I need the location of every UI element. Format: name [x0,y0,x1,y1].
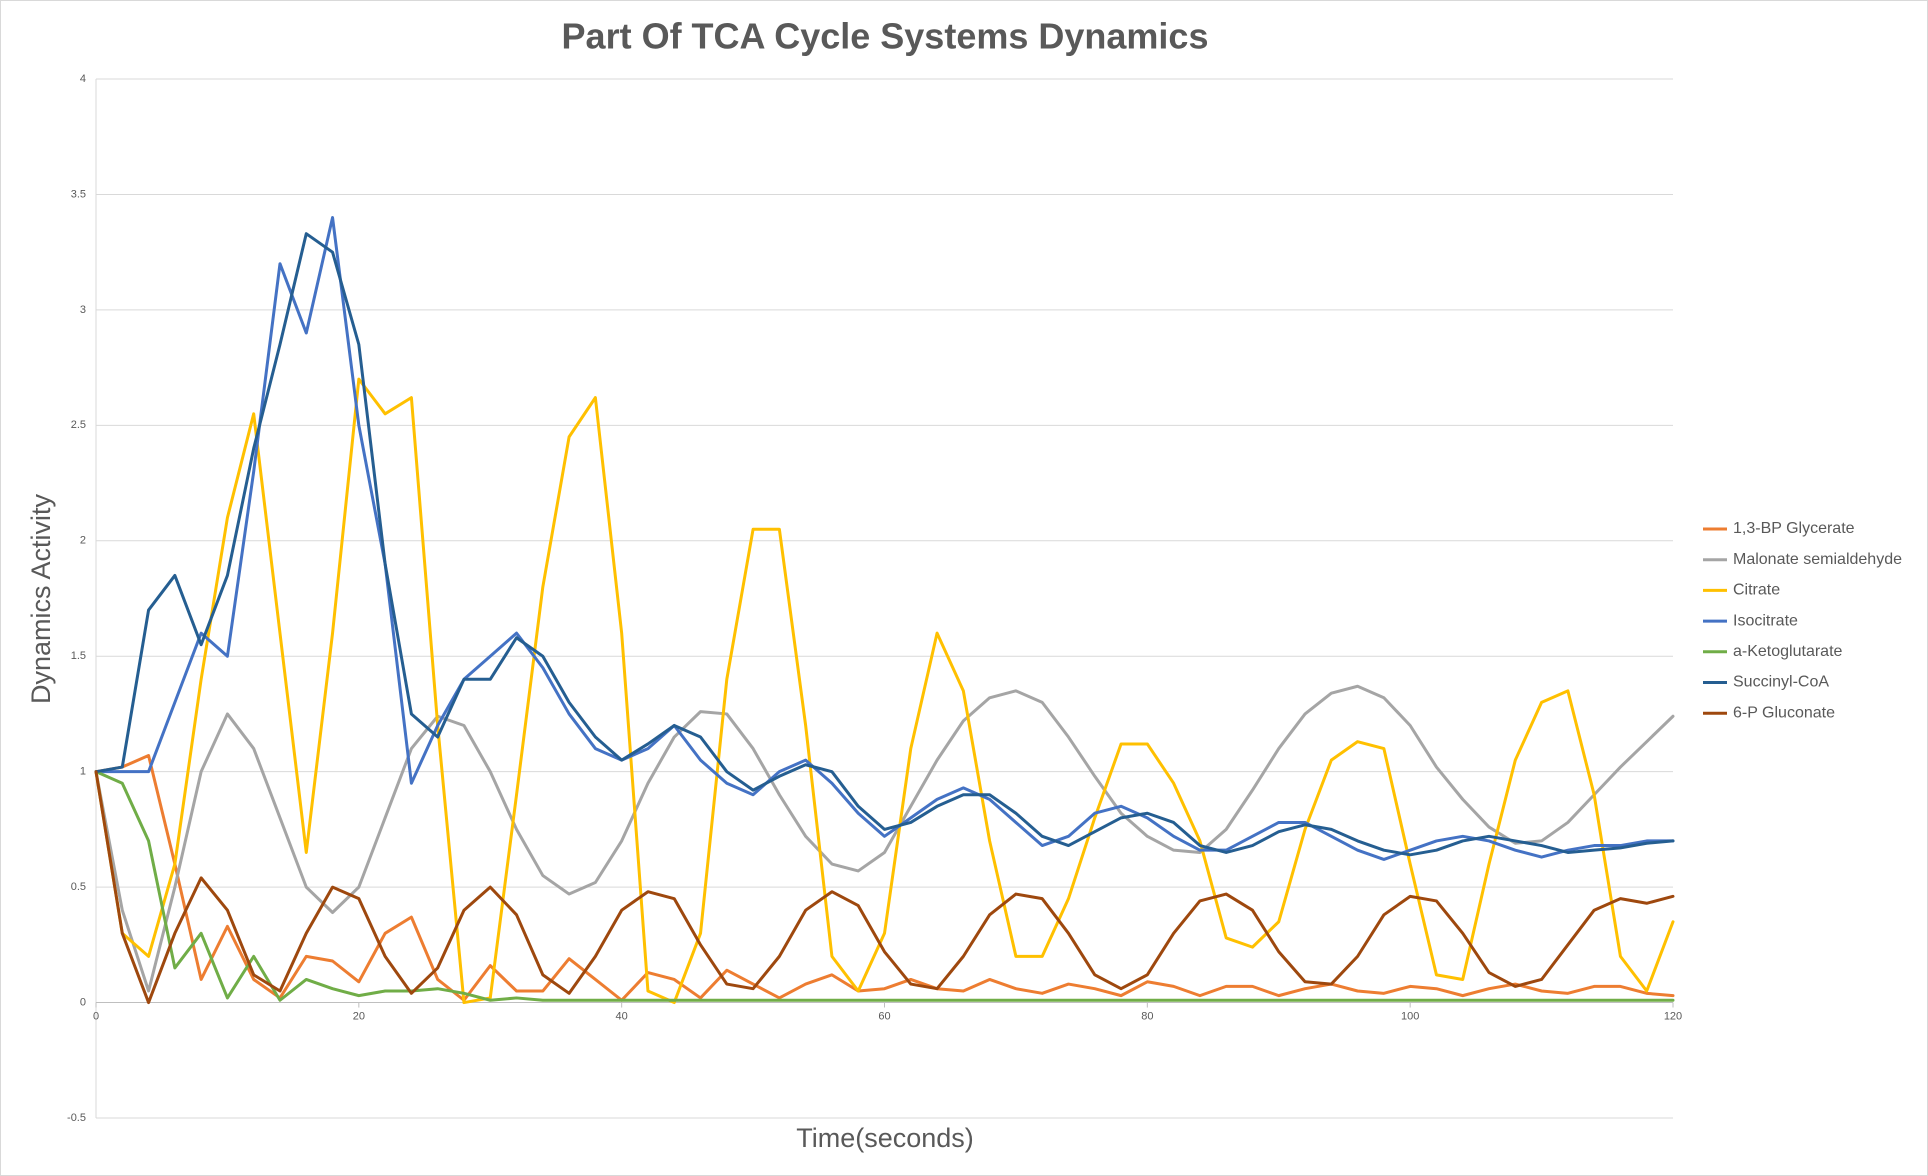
x-tick-label: 100 [1401,1010,1419,1022]
x-axis-label: Time(seconds) [796,1123,974,1153]
legend-label: Malonate semialdehyde [1733,551,1902,568]
legend-label: Succinyl-CoA [1733,674,1829,691]
y-tick-label: 2.5 [71,419,86,431]
legend-label: Citrate [1733,582,1780,599]
series-line [94,684,1675,993]
x-tick-label: 20 [353,1010,365,1022]
series-line [94,377,1675,1005]
x-tick-label: 60 [878,1010,890,1022]
y-tick-label: 0 [80,996,86,1008]
series-line [94,770,1675,1005]
x-tick-label: 120 [1664,1010,1682,1022]
y-tick-label: 3.5 [71,188,86,200]
series-line [94,770,1675,1002]
x-tick-label: 40 [616,1010,628,1022]
legend-label: 1,3-BP Glycerate [1733,520,1855,537]
legend-label: 6-P Gluconate [1733,704,1835,721]
y-tick-label: 2 [80,535,86,547]
y-tick-label: 4 [80,73,86,85]
legend-label: Isocitrate [1733,612,1798,629]
y-tick-label: 1.5 [71,650,86,662]
x-tick-label: 80 [1141,1010,1153,1022]
x-tick-label: 0 [93,1010,99,1022]
legend-label: a-Ketoglutarate [1733,643,1843,660]
y-tick-label: 0.5 [71,881,86,893]
series-line [94,216,1675,861]
series-line [94,754,1675,1002]
y-tick-label: 1 [80,766,86,778]
y-tick-label: 3 [80,304,86,316]
chart-title: Part Of TCA Cycle Systems Dynamics [562,16,1209,57]
y-axis-label: Dynamics Activity [26,493,56,704]
y-tick-label: -0.5 [67,1112,86,1124]
series-line [94,232,1675,857]
